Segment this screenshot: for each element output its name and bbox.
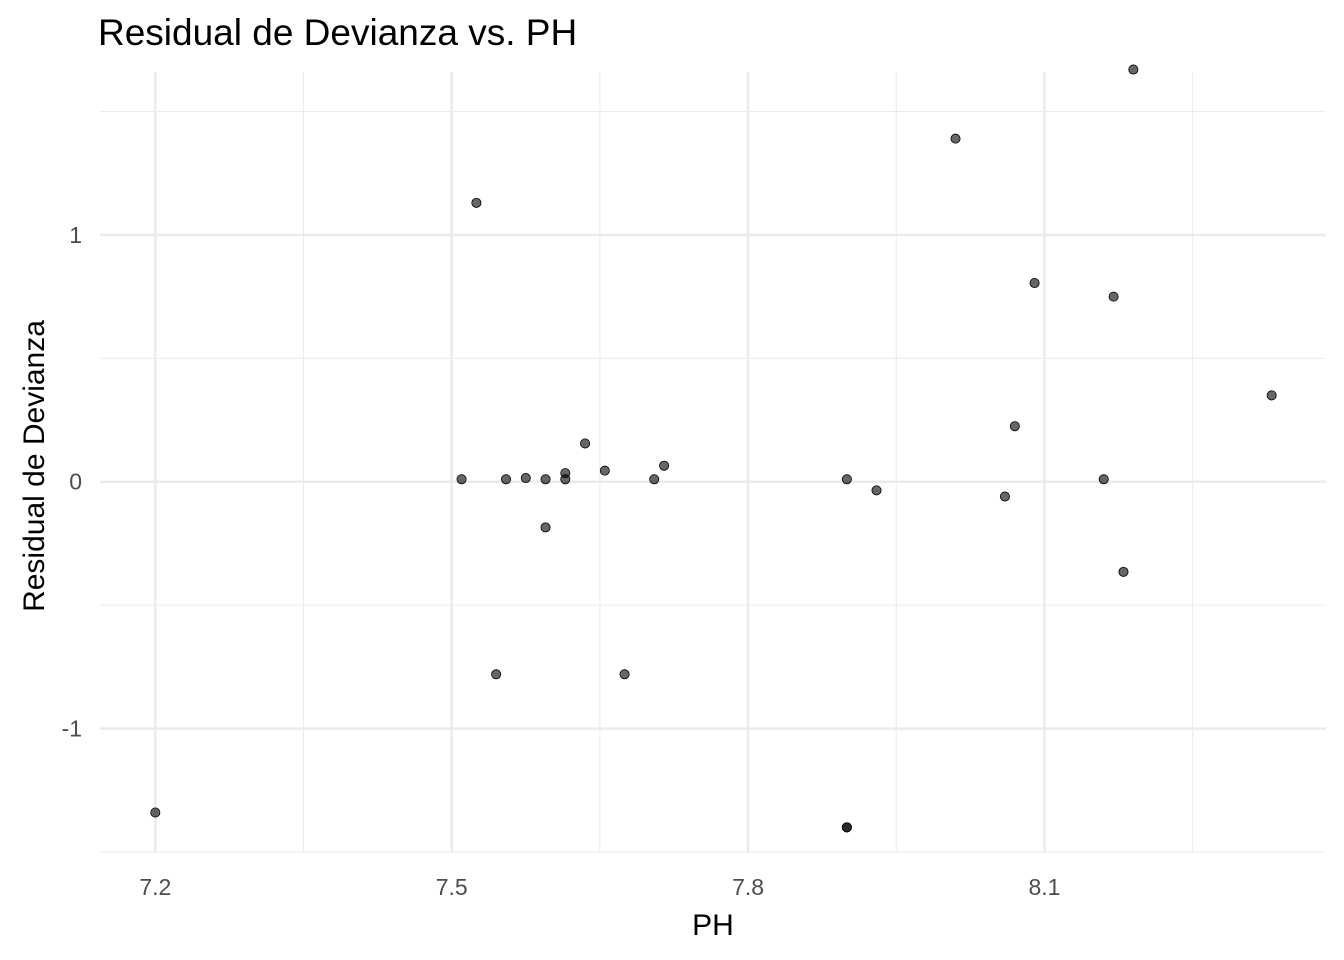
data-point xyxy=(456,474,467,485)
x-tick-label: 7.2 xyxy=(139,874,171,900)
y-tick-label: -1 xyxy=(62,716,82,742)
data-point xyxy=(150,807,161,818)
data-point xyxy=(659,460,670,471)
data-point xyxy=(1266,390,1277,401)
data-point xyxy=(1108,291,1119,302)
x-tick-label: 7.8 xyxy=(732,874,764,900)
data-point xyxy=(1029,278,1040,289)
data-point xyxy=(1118,566,1129,577)
data-point xyxy=(841,474,852,485)
data-point xyxy=(580,438,591,449)
data-point xyxy=(649,474,660,485)
data-point xyxy=(501,474,512,485)
data-point xyxy=(540,522,551,533)
y-axis-title: Residual de Devianza xyxy=(18,320,51,612)
minor-gridlines xyxy=(100,72,1326,853)
data-point xyxy=(999,491,1010,502)
data-point xyxy=(560,468,571,479)
chart-title: Residual de Devianza vs. PH xyxy=(98,12,578,53)
data-point xyxy=(841,822,852,833)
x-tick-label: 7.5 xyxy=(436,874,468,900)
data-point xyxy=(491,669,502,680)
major-gridlines xyxy=(100,72,1326,852)
y-tick-label: 1 xyxy=(69,222,82,248)
data-point xyxy=(871,485,882,496)
y-axis-tick-labels: -1 0 1 xyxy=(62,222,82,742)
data-point xyxy=(520,473,531,484)
data-point xyxy=(540,474,551,485)
data-point xyxy=(619,669,630,680)
data-point xyxy=(1128,64,1139,75)
x-axis-tick-labels: 7.2 7.5 7.8 8.1 xyxy=(139,874,1060,900)
x-axis-title: PH xyxy=(692,909,734,942)
data-point xyxy=(1009,421,1020,432)
data-point xyxy=(950,133,961,144)
data-point xyxy=(471,197,482,208)
x-tick-label: 8.1 xyxy=(1028,874,1060,900)
data-point xyxy=(599,465,610,476)
y-tick-label: 0 xyxy=(69,469,82,495)
data-point xyxy=(1098,474,1109,485)
data-points xyxy=(150,64,1277,833)
